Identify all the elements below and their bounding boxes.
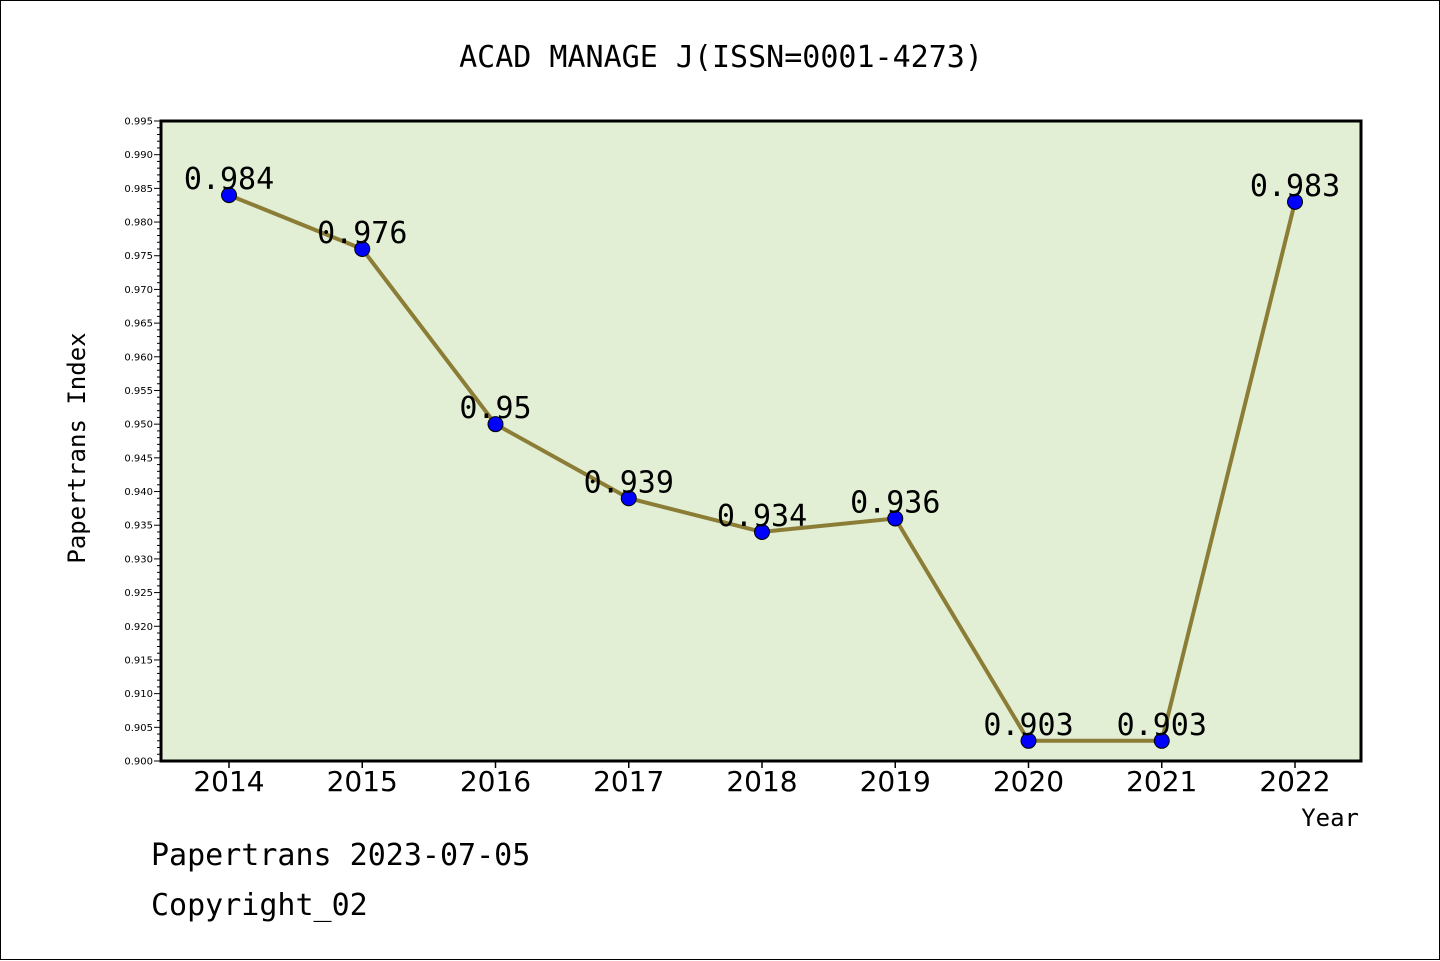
- y-tick-label: 0.965: [124, 319, 153, 330]
- data-point-2018: [754, 523, 770, 540]
- x-tick-label: 2021: [1126, 765, 1197, 798]
- y-tick-label: 0.990: [124, 150, 153, 161]
- footer-date: Papertrans 2023-07-05: [151, 838, 530, 873]
- y-tick-label: 0.935: [124, 521, 153, 532]
- footer-copyright: Copyright_02: [151, 888, 368, 923]
- data-point-2017: [620, 490, 637, 507]
- y-tick-label: 0.930: [124, 554, 153, 565]
- x-tick-label: 2016: [460, 765, 531, 798]
- y-tick-label: 0.970: [124, 285, 153, 296]
- y-tick-label: 0.960: [124, 352, 153, 363]
- data-label-2015: 0.976: [317, 216, 407, 251]
- plot-area: [161, 121, 1361, 761]
- data-label-2021: 0.903: [1117, 708, 1207, 743]
- y-tick-label: 0.980: [124, 218, 153, 229]
- data-label-2016: 0.95: [459, 391, 531, 426]
- y-tick-label: 0.945: [124, 453, 153, 464]
- y-tick-label: 0.950: [124, 420, 153, 431]
- x-tick-label: 2017: [593, 765, 664, 798]
- y-tick-label: 0.910: [124, 689, 153, 700]
- data-label-2014: 0.984: [184, 162, 274, 197]
- data-label-2017: 0.939: [584, 465, 674, 500]
- y-tick-label: 0.925: [124, 588, 153, 599]
- data-label-2022: 0.983: [1250, 169, 1340, 204]
- y-tick-label: 0.915: [124, 655, 153, 666]
- y-tick-label: 0.920: [124, 622, 153, 633]
- data-labels: 0.984 0.976 0.95 0.939 0.934 0.936 0.903 0.903 0…: [184, 162, 1340, 743]
- y-tick-label: 0.975: [124, 251, 153, 262]
- x-axis-label: Year: [1301, 804, 1359, 832]
- data-label-2019: 0.936: [850, 485, 940, 520]
- y-axis-ticks: 0.900 0.905 0.910 0.915 0.920 0.925 0.930 0.935…: [124, 117, 161, 768]
- y-tick-label: 0.985: [124, 184, 153, 195]
- data-point-2020: [1020, 732, 1037, 749]
- x-axis-ticks: 2014 2015 2016 2017 2018 2019 2020 2021 2022: [193, 761, 1331, 798]
- y-tick-label: 0.900: [124, 757, 153, 768]
- data-point-2022: [1287, 193, 1303, 210]
- plot-border: [159, 119, 1363, 763]
- y-tick-label: 0.940: [124, 487, 153, 498]
- x-tick-label: 2018: [726, 765, 797, 798]
- data-point-2015: [354, 241, 371, 257]
- y-tick-label: 0.995: [124, 117, 153, 128]
- data-point-2016: [487, 416, 504, 433]
- data-label-2020: 0.903: [983, 708, 1073, 743]
- data-point-2021: [1153, 732, 1170, 749]
- x-tick-label: 2014: [193, 765, 264, 798]
- data-point-2019: [887, 510, 904, 527]
- data-point-2014: [221, 187, 237, 204]
- y-tick-label: 0.955: [124, 386, 153, 397]
- y-tick-label: 0.905: [124, 723, 153, 734]
- data-label-2018: 0.934: [717, 499, 807, 534]
- x-tick-label: 2020: [993, 765, 1064, 798]
- x-tick-label: 2015: [327, 765, 398, 798]
- x-tick-label: 2019: [860, 765, 931, 798]
- y-axis-label: Papertrans Index: [63, 332, 91, 563]
- data-markers: [221, 187, 1303, 749]
- chart-title: ACAD MANAGE J(ISSN=0001-4273): [459, 40, 983, 75]
- x-tick-label: 2022: [1259, 765, 1330, 798]
